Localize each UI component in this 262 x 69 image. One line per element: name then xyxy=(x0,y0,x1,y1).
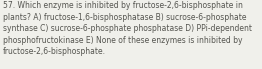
Text: 57. Which enzyme is inhibited by fructose-2,6-bisphosphate in
plants? A) fructos: 57. Which enzyme is inhibited by fructos… xyxy=(3,1,252,56)
